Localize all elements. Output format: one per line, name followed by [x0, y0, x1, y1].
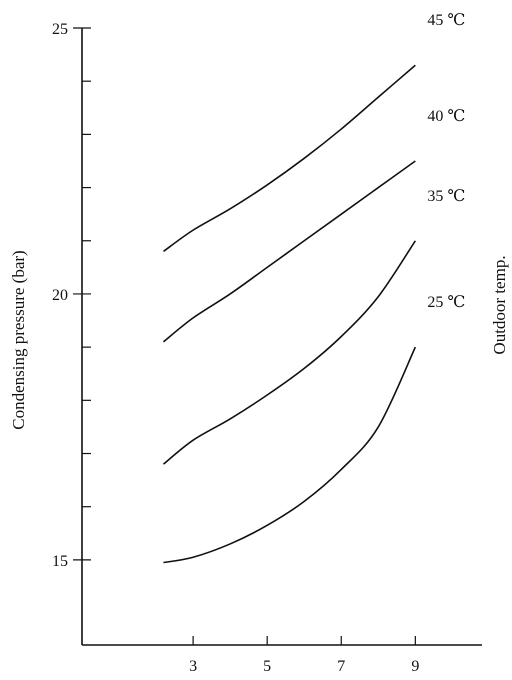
- x-tick-label: 7: [337, 658, 345, 675]
- series-label: 35 ℃: [427, 188, 465, 205]
- series-curve: [163, 346, 417, 564]
- series-curve: [162, 240, 416, 465]
- series-label: 45 ℃: [427, 12, 465, 29]
- series-label: 40 ℃: [427, 108, 465, 125]
- axes: [81, 28, 482, 646]
- y-axis-title: Condensing pressure (bar): [9, 250, 28, 429]
- y-tick-label: 25: [52, 21, 68, 38]
- ticks: 15 20 25 3 5 7 9: [52, 21, 419, 675]
- y-tick-label: 15: [52, 553, 68, 570]
- series-curve: [163, 64, 416, 253]
- series-curve: [162, 160, 416, 343]
- x-tick-label: 9: [411, 658, 419, 675]
- legend-title: Outdoor temp.: [490, 255, 509, 354]
- series-label: 25 ℃: [427, 294, 465, 311]
- y-tick-label: 20: [52, 287, 68, 304]
- x-tick-label: 5: [263, 658, 271, 675]
- series-labels: 45 ℃ 40 ℃ 35 ℃ 25 ℃: [427, 12, 465, 311]
- x-tick-label: 3: [189, 658, 197, 675]
- series-curves: [162, 64, 417, 564]
